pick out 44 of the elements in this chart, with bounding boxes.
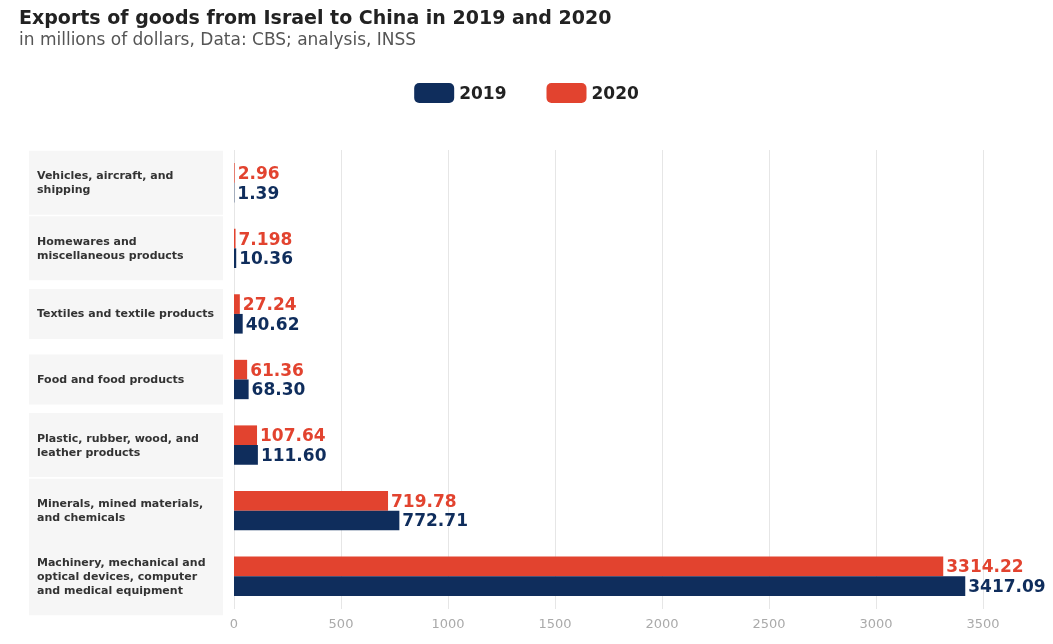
data-label: 772.71 [402,510,468,531]
data-label: 27.24 [242,294,297,315]
bar [234,313,243,334]
x-tick-label: 3500 [966,616,1000,631]
y-tick-label: Minerals, mined materials, and chemicals [37,497,207,525]
legend-label: 2019 [459,83,507,103]
y-tick-label: Machinery, mechanical and optical devices, computer and medical equipment [37,555,210,597]
bar [234,294,240,314]
data-label: 3417.09 [968,576,1046,597]
data-label: 10.36 [239,248,293,269]
data-label: 111.60 [260,444,327,465]
bar [234,556,944,577]
data-label: 2.96 [237,162,280,183]
data-label: 40.62 [245,313,300,334]
bar [234,359,248,380]
x-tick-label: 0 [229,616,239,631]
bar [234,248,237,269]
x-tick-label: 2000 [645,616,679,631]
legend-label: 2020 [591,83,639,103]
bar [234,510,400,531]
y-tick-label: Food and food products [37,373,185,386]
x-tick-label: 500 [328,616,354,631]
data-label: 3314.22 [946,556,1024,577]
y-tick-label: Textiles and textile products [37,307,215,321]
chart-subtitle: in millions of dollars, Data: CBS; analysis, INSS [19,28,417,49]
y-tick-label: Vehicles, aircraft, and shipping [37,169,178,197]
y-tick-label: Plastic, rubber, wood, and leather products [37,431,203,459]
data-label: 7.198 [238,228,293,249]
x-tick-label: 3000 [859,616,893,631]
y-tick-label: Homewares and miscellaneous products [37,234,185,262]
x-tick-label: 1500 [538,616,572,631]
data-label: 719.78 [391,490,457,511]
x-tick-label: 1000 [431,616,465,631]
bar [234,379,249,400]
bar [234,425,258,446]
data-label: 68.30 [251,379,306,400]
data-label: 107.64 [260,425,326,446]
chart-title: Exports of goods from Israel to China in 2019 and 2020 [19,5,612,28]
bar [234,445,258,465]
x-tick-label: 2500 [752,616,786,631]
bar [234,576,966,596]
bar [234,490,389,511]
data-label: 61.36 [250,359,304,380]
data-label: 1.39 [237,182,280,203]
